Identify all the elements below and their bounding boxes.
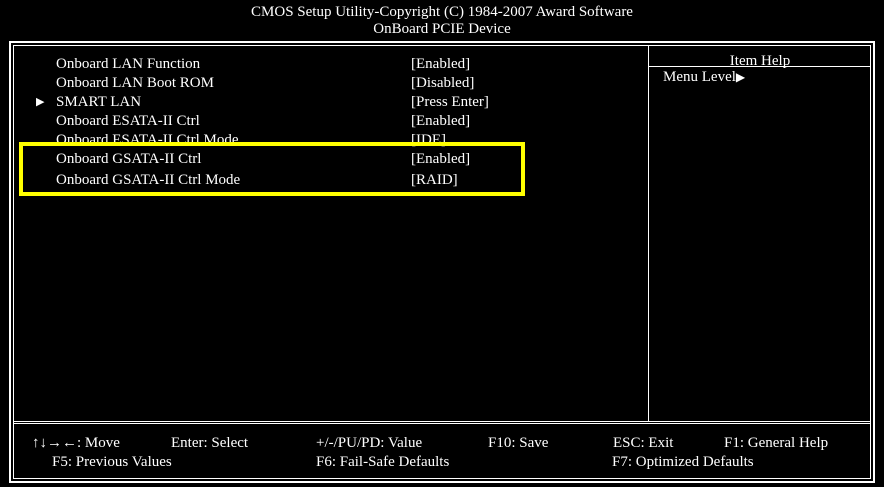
footer-general-help: F1: General Help xyxy=(724,435,829,451)
help-title-divider xyxy=(649,66,871,67)
menu-item-value[interactable]: [Enabled] xyxy=(411,56,471,72)
menu-item-value[interactable]: [Enabled] xyxy=(411,151,471,167)
menu-item-label: SMART LAN xyxy=(56,94,142,110)
menu-item-label: Onboard LAN Function xyxy=(56,56,201,72)
menu-item-value[interactable]: [Press Enter] xyxy=(411,94,489,110)
footer-save: F10: Save xyxy=(488,435,549,451)
footer-value: +/-/PU/PD: Value xyxy=(316,435,423,451)
footer-optimized-defaults: F7: Optimized Defaults xyxy=(612,454,754,470)
footer-divider-2 xyxy=(13,423,871,424)
menu-level-label: Menu Level xyxy=(663,69,736,85)
footer-exit: ESC: Exit xyxy=(613,435,674,451)
menu-item-label: Onboard GSATA-II Ctrl Mode xyxy=(56,172,241,188)
submenu-arrow-icon: ▶ xyxy=(36,96,45,108)
footer-divider xyxy=(13,421,871,422)
highlight-box xyxy=(19,142,525,196)
menu-level-text: Menu Level▶ xyxy=(663,68,745,86)
menu-item-label: Onboard GSATA-II Ctrl xyxy=(56,151,202,167)
menu-item-label: Onboard ESATA-II Ctrl xyxy=(56,113,200,129)
menu-item-value[interactable]: [Enabled] xyxy=(411,113,471,129)
utility-title: CMOS Setup Utility-Copyright (C) 1984-20… xyxy=(251,4,633,20)
help-divider xyxy=(648,45,649,422)
footer-select: Enter: Select xyxy=(171,435,249,451)
outer-frame xyxy=(9,41,875,483)
footer-move: ↑↓→←: Move xyxy=(32,435,120,451)
menu-item-value[interactable]: [Disabled] xyxy=(411,75,475,91)
menu-item-label: Onboard LAN Boot ROM xyxy=(56,75,214,91)
page-title: OnBoard PCIE Device xyxy=(373,21,511,37)
menu-item-value[interactable]: [RAID] xyxy=(411,172,458,188)
inner-frame xyxy=(13,45,871,479)
footer-previous-values: F5: Previous Values xyxy=(52,454,172,470)
menu-level-arrow-icon: ▶ xyxy=(735,70,746,84)
item-help-title: Item Help xyxy=(729,53,791,69)
footer-failsafe-defaults: F6: Fail-Safe Defaults xyxy=(316,454,450,470)
